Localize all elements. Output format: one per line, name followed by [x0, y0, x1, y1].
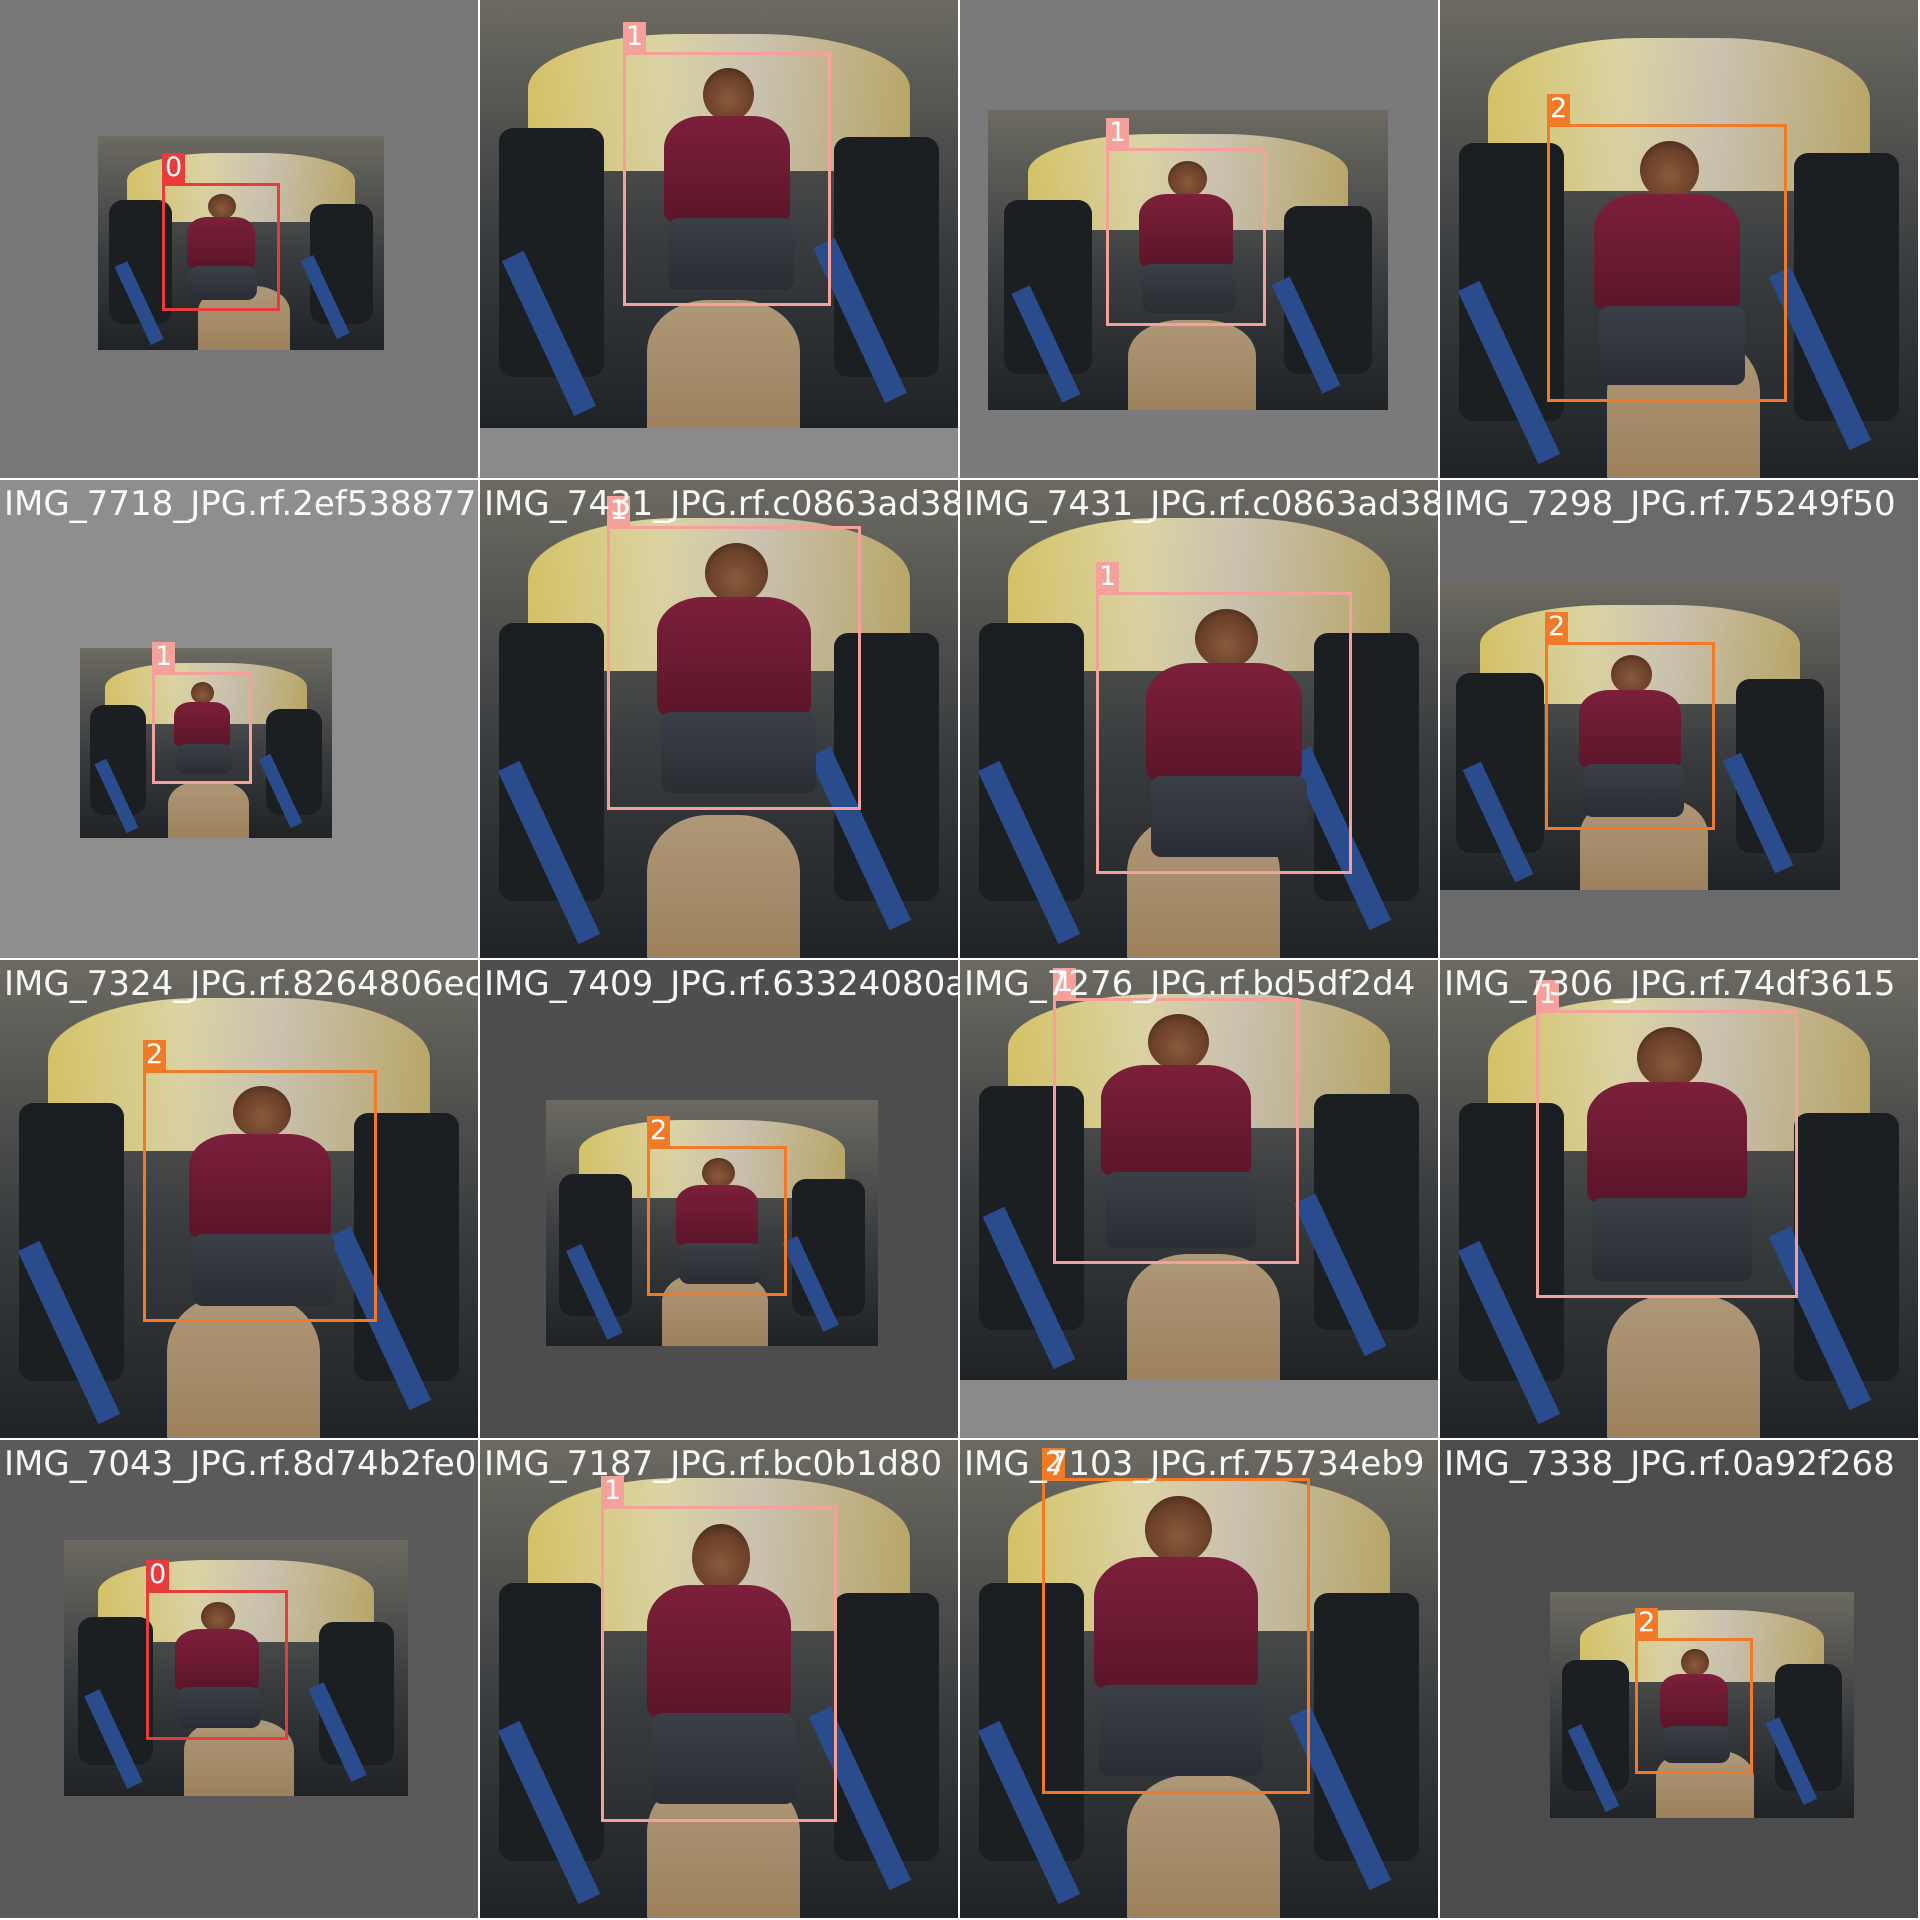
image-filename-caption: IMG_7718_JPG.rf.2ef538877d73e7159a888731… — [4, 484, 478, 524]
car-cabin-photo — [1440, 960, 1918, 1438]
image-filename-caption: IMG_7306_JPG.rf.74df3615 — [1444, 964, 1896, 1004]
driver-figure — [149, 1076, 371, 1316]
mosaic-tile: 1 IMG_7306_JPG.rf.74df3615 — [1440, 960, 1918, 1438]
bbox-class-label: 0 — [146, 1560, 170, 1590]
bbox-class-label: 2 — [1547, 94, 1571, 124]
bbox-class-label: 0 — [162, 153, 186, 183]
mosaic-tile: 1 — [960, 0, 1438, 478]
image-filename-caption: IMG_7276_JPG.rf.bd5df2d4 — [964, 964, 1416, 1004]
mosaic-tile: 0 IMG_7043_JPG.rf.8d74b2fe0 — [0, 1440, 478, 1918]
driver-figure — [607, 1512, 831, 1816]
detection-bbox — [162, 183, 280, 311]
driver-figure — [1641, 1644, 1747, 1768]
car-cabin-photo — [64, 1540, 408, 1796]
driver-figure — [158, 678, 246, 778]
driver-figure — [1059, 1004, 1293, 1258]
image-filename-caption: IMG_7187_JPG.rf.bc0b1d80 — [484, 1444, 943, 1484]
detection-bbox — [647, 1146, 787, 1296]
driver-figure — [1553, 130, 1781, 396]
detection-bbox — [1106, 148, 1266, 326]
car-cabin-photo — [546, 1100, 878, 1346]
detection-bbox — [1547, 124, 1787, 402]
bbox-class-label: 2 — [143, 1040, 167, 1070]
detection-bbox — [143, 1070, 377, 1322]
driver-figure — [613, 532, 855, 804]
driver-figure — [1542, 1016, 1792, 1292]
mosaic-tile: 1 IMG_7718_JPG.rf.2ef538877d73e7159a88873… — [0, 480, 478, 958]
detection-bbox — [146, 1590, 288, 1740]
mosaic-tile: 1 IMG_7187_JPG.rf.bc0b1d80 — [480, 1440, 958, 1918]
bbox-class-label: 1 — [1053, 968, 1077, 998]
driver-figure — [152, 1596, 282, 1734]
mosaic-tile: 1 — [480, 0, 958, 478]
driver-figure — [1102, 598, 1346, 868]
driver-figure — [1551, 648, 1709, 824]
bbox-class-label: 2 — [1635, 1608, 1659, 1638]
mosaic-tile: 2 IMG_7338_JPG.rf.0a92f268 — [1440, 1440, 1918, 1918]
image-filename-caption: IMG_7338_JPG.rf.0a92f268 — [1444, 1444, 1895, 1484]
image-filename-caption: IMG_7409_JPG.rf.63324080a2 — [484, 964, 958, 1004]
image-filename-caption: IMG_7431_JPG.rf.c0863ad38a4 — [484, 484, 958, 524]
bbox-class-label: 1 — [152, 642, 176, 672]
car-cabin-photo — [98, 136, 384, 350]
bbox-class-label: 1 — [1106, 118, 1130, 148]
bbox-class-label: 1 — [601, 1476, 625, 1506]
mosaic-tile: 1 IMG_7431_JPG.rf.c0863ad38a4 — [960, 480, 1438, 958]
detection-bbox — [1536, 1010, 1798, 1298]
detection-bbox — [1635, 1638, 1753, 1774]
mosaic-tile: 2 — [1440, 0, 1918, 478]
detection-bbox — [152, 672, 252, 784]
mosaic-tile: 2 IMG_7409_JPG.rf.63324080a2 — [480, 960, 958, 1438]
driver-figure — [1048, 1484, 1304, 1788]
mosaic-tile: 1 IMG_7431_JPG.rf.c0863ad38a4 — [480, 480, 958, 958]
bbox-class-label: 1 — [1096, 562, 1120, 592]
image-filename-caption: IMG_7324_JPG.rf.8264806eca7 — [4, 964, 478, 1004]
mosaic-tile: 2 IMG_7103_JPG.rf.75734eb9 — [960, 1440, 1438, 1918]
detection-bbox — [1053, 998, 1299, 1264]
detection-bbox — [607, 526, 861, 810]
image-filename-caption: IMG_7043_JPG.rf.8d74b2fe0 — [4, 1444, 477, 1484]
detection-bbox — [1545, 642, 1715, 830]
image-filename-caption: IMG_7103_JPG.rf.75734eb9 — [964, 1444, 1425, 1484]
mosaic-tile: 1 IMG_7276_JPG.rf.bd5df2d4 — [960, 960, 1438, 1438]
car-cabin-photo — [1550, 1592, 1854, 1818]
driver-figure — [168, 189, 274, 305]
bbox-class-label: 1 — [623, 22, 647, 52]
bbox-class-label: 2 — [647, 1116, 671, 1146]
driver-figure — [1112, 154, 1260, 320]
image-filename-caption: IMG_7431_JPG.rf.c0863ad38a4 — [964, 484, 1438, 524]
detection-bbox — [623, 52, 831, 306]
bbox-class-label: 1 — [1536, 980, 1560, 1010]
detection-bbox — [1096, 592, 1352, 874]
detection-bbox — [1042, 1478, 1310, 1794]
bbox-class-label: 2 — [1545, 612, 1569, 642]
mosaic-tile: 0 — [0, 0, 478, 478]
mosaic-tile: 2 IMG_7298_JPG.rf.75249f50 — [1440, 480, 1918, 958]
bbox-class-label: 2 — [1042, 1448, 1066, 1478]
driver-figure — [653, 1152, 781, 1290]
driver-figure — [629, 58, 825, 300]
detection-bbox — [601, 1506, 837, 1822]
image-filename-caption: IMG_7298_JPG.rf.75249f50 — [1444, 484, 1896, 524]
bbox-class-label: 1 — [607, 496, 631, 526]
mosaic-tile: 2 IMG_7324_JPG.rf.8264806eca7 — [0, 960, 478, 1438]
